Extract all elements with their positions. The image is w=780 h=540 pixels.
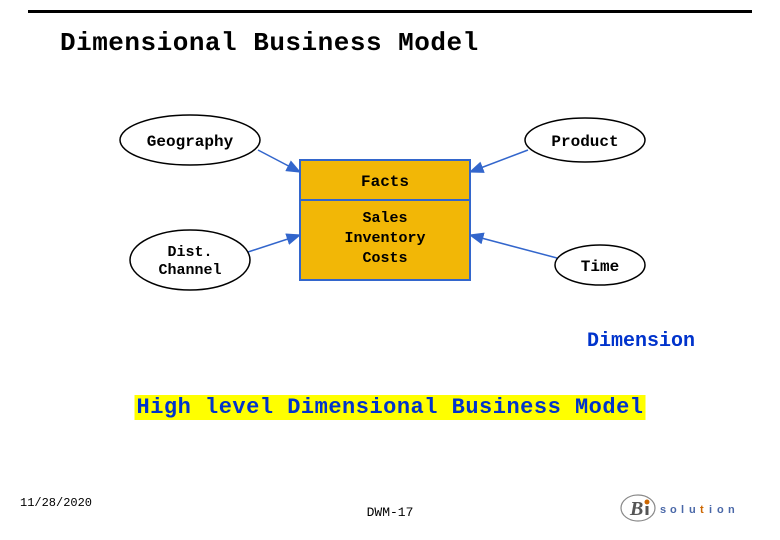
logo-letter-i: i bbox=[709, 504, 712, 516]
logo-letter-u: u bbox=[689, 504, 696, 516]
logo-i-stem bbox=[646, 506, 649, 515]
geography-label: Geography bbox=[147, 133, 234, 151]
product-label: Product bbox=[551, 133, 618, 151]
facts-header-label: Facts bbox=[361, 173, 409, 191]
facts-line-3: Costs bbox=[362, 250, 407, 267]
dim-product: Product bbox=[525, 118, 645, 162]
footer-date: 11/28/2020 bbox=[20, 496, 92, 510]
subtitle-highlight: High level Dimensional Business Model bbox=[135, 395, 646, 420]
arrow-time bbox=[470, 235, 557, 258]
logo-letter-o1: o bbox=[670, 504, 677, 516]
logo-letter-l: l bbox=[681, 504, 684, 516]
dim-geography: Geography bbox=[120, 115, 260, 165]
dim-dist-channel: Dist. Channel bbox=[130, 230, 250, 290]
facts-line-1: Sales bbox=[362, 210, 407, 227]
logo-wordmark: s o l u t i o n bbox=[660, 504, 735, 516]
bi-solution-logo: B s o l u t i o n bbox=[620, 494, 750, 522]
logo-letter-s: s bbox=[660, 504, 666, 516]
logo-letter-n: n bbox=[728, 504, 735, 516]
dist-channel-label-2: Channel bbox=[158, 262, 221, 279]
arrow-product bbox=[470, 150, 528, 172]
dimension-legend: Dimension bbox=[587, 330, 695, 353]
logo-letter-o2: o bbox=[717, 504, 724, 516]
facts-line-2: Inventory bbox=[344, 230, 425, 247]
dim-time: Time bbox=[555, 245, 645, 285]
slide-page: Dimensional Business Model Facts Sales I… bbox=[0, 0, 780, 540]
facts-box: Facts Sales Inventory Costs bbox=[300, 160, 470, 280]
footer-page-number: DWM-17 bbox=[367, 505, 414, 520]
arrow-dist-channel bbox=[248, 235, 300, 252]
logo-dot bbox=[645, 500, 650, 505]
dist-channel-label-1: Dist. bbox=[167, 244, 212, 261]
time-label: Time bbox=[581, 258, 619, 276]
arrow-geography bbox=[258, 150, 300, 172]
logo-b: B bbox=[629, 498, 643, 520]
logo-letter-t: t bbox=[700, 504, 704, 516]
diagram-canvas: Facts Sales Inventory Costs Geography Pr… bbox=[0, 0, 780, 540]
